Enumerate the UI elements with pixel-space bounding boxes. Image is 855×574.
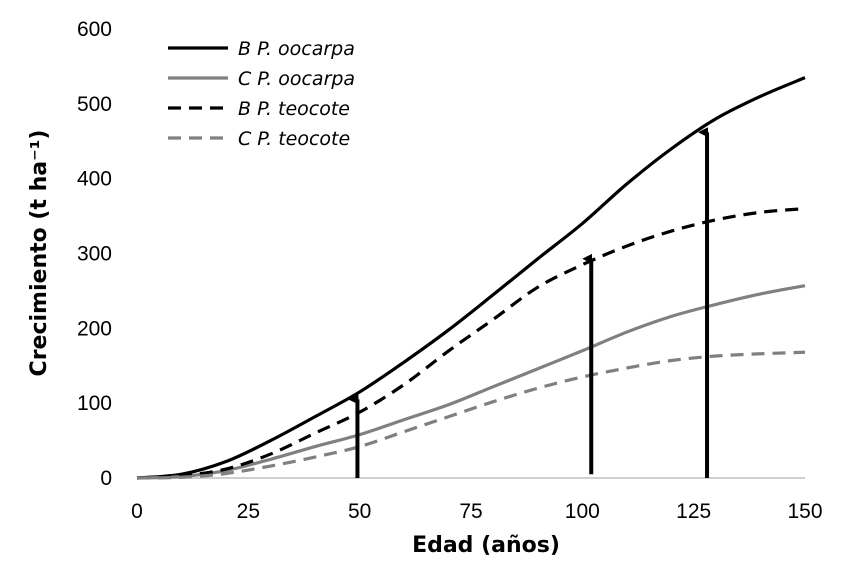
x-tick-label: 75 (459, 500, 482, 523)
x-tick-label: 0 (131, 500, 143, 523)
series-line-2 (136, 284, 806, 480)
y-tick-label: 100 (77, 392, 112, 415)
legend-label-1: B P. oocarpa (238, 38, 355, 60)
series-line-4 (136, 350, 806, 480)
x-tick-label: 100 (565, 500, 600, 523)
x-tick-label: 25 (237, 500, 260, 523)
legend-label-3: B P. teocote (238, 98, 350, 120)
legend-label-4: C P. teocote (238, 128, 350, 150)
x-tick-label: 125 (676, 500, 711, 523)
plot-area: 0 25 50 75 100 125 150 0 100 200 300 400 500 600 (77, 18, 823, 523)
y-tick-label: 500 (77, 93, 112, 116)
legend-label-2: C P. oocarpa (238, 68, 355, 90)
y-tick-label: 300 (77, 243, 112, 266)
y-tick-label: 0 (100, 467, 112, 490)
y-tick-label: 600 (77, 18, 112, 41)
legend: B P. oocarpa C P. oocarpa B P. teocote C P.… (168, 38, 355, 150)
series-line-1 (136, 76, 806, 480)
y-tick-label: 200 (77, 317, 112, 340)
x-axis-title: Edad (años) (412, 533, 560, 558)
x-tick-label: 50 (348, 500, 371, 523)
x-tick-label: 150 (787, 500, 822, 523)
y-tick-label: 400 (77, 168, 112, 191)
y-axis-title: Crecimiento (t ha⁻¹) (27, 130, 52, 377)
series-line-3 (136, 207, 806, 480)
